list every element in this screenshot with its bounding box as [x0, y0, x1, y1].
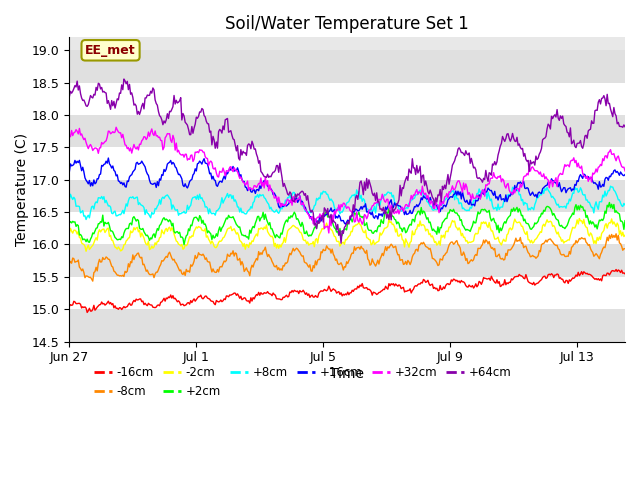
Bar	[69, 147, 625, 180]
Legend: -16cm, -8cm, -2cm, +2cm, +8cm, +16cm, +32cm, +64cm: -16cm, -8cm, -2cm, +2cm, +8cm, +16cm, +3…	[89, 361, 516, 403]
Bar	[69, 309, 625, 342]
Title: Soil/Water Temperature Set 1: Soil/Water Temperature Set 1	[225, 15, 469, 33]
Text: EE_met: EE_met	[85, 44, 136, 57]
Bar	[69, 212, 625, 244]
Bar	[69, 180, 625, 212]
Bar	[69, 115, 625, 147]
Bar	[69, 83, 625, 115]
Y-axis label: Temperature (C): Temperature (C)	[15, 133, 29, 246]
Bar	[69, 244, 625, 277]
X-axis label: Time: Time	[330, 367, 364, 381]
Bar	[69, 50, 625, 83]
Bar	[69, 277, 625, 309]
